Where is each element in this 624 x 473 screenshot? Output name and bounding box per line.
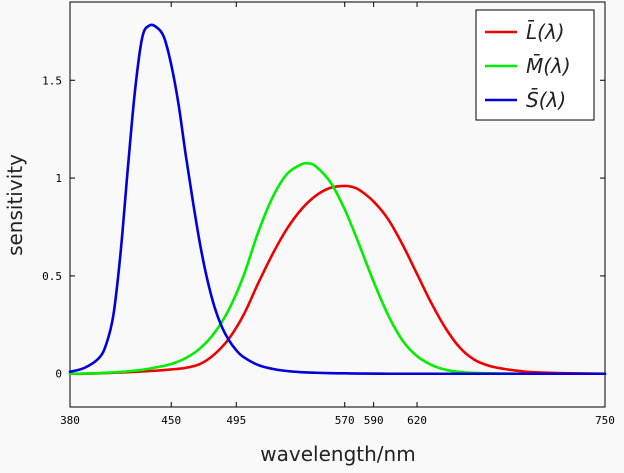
series-layer bbox=[68, 23, 607, 376]
y-tick-label: 0.5 bbox=[42, 270, 62, 283]
x-tick-label: 450 bbox=[161, 414, 181, 427]
legend-entry-s-label: S̄(λ) bbox=[526, 87, 566, 112]
y-axis-title: sensitivity bbox=[3, 154, 27, 256]
y-tick-label: 1.5 bbox=[42, 74, 62, 87]
y-tick-label: 1 bbox=[55, 172, 62, 185]
series-line-l bbox=[68, 184, 607, 376]
axis-ticks: 380 450 495 570 590 620 750 0 0.5 1 1.5 bbox=[42, 2, 615, 427]
y-tick-label: 0 bbox=[55, 368, 62, 381]
x-tick-label: 750 bbox=[595, 414, 615, 427]
x-tick-label: 570 bbox=[335, 414, 355, 427]
x-tick-label: 620 bbox=[407, 414, 427, 427]
legend-entry-l-label: L̄(λ) bbox=[526, 19, 565, 44]
x-tick-label: 380 bbox=[60, 414, 80, 427]
x-tick-label: 590 bbox=[364, 414, 384, 427]
x-axis-title: wavelength/nm bbox=[260, 442, 415, 466]
legend: L̄(λ) M̄(λ) S̄(λ) bbox=[475, 9, 595, 121]
plot-area bbox=[69, 1, 606, 408]
series-line-s bbox=[68, 23, 607, 376]
series-line-m bbox=[68, 161, 607, 376]
legend-entry-m-label: M̄(λ) bbox=[526, 53, 571, 78]
x-tick-label: 495 bbox=[226, 414, 246, 427]
